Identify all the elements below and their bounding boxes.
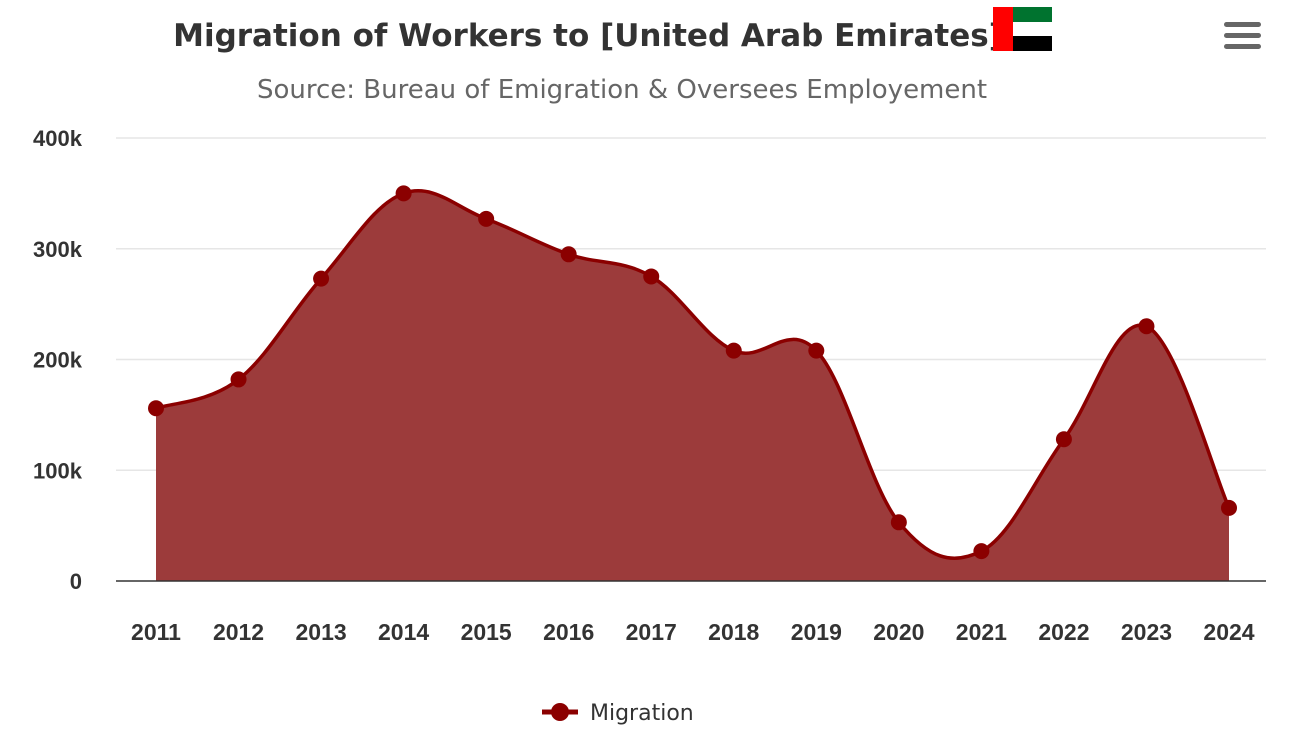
legend-label: Migration	[590, 701, 694, 726]
data-point[interactable]	[1055, 431, 1072, 448]
x-tick-label: 2016	[543, 619, 594, 645]
uae-flag-icon	[993, 7, 1052, 51]
data-point[interactable]	[808, 342, 825, 359]
x-tick-label: 2021	[956, 619, 1007, 645]
legend-item-migration[interactable]: Migration	[542, 701, 694, 726]
y-tick-label: 200k	[33, 348, 83, 373]
y-tick-label: 0	[70, 569, 82, 594]
data-point[interactable]	[478, 210, 495, 227]
x-tick-label: 2020	[873, 619, 924, 645]
x-tick-label: 2018	[708, 619, 759, 645]
data-point[interactable]	[890, 514, 907, 531]
data-point[interactable]	[643, 268, 660, 285]
y-tick-label: 400k	[33, 126, 83, 151]
data-point[interactable]	[148, 400, 164, 417]
data-point[interactable]	[560, 246, 577, 263]
x-tick-label: 2024	[1203, 619, 1254, 645]
data-point[interactable]	[230, 371, 247, 388]
legend-symbol-marker	[551, 703, 569, 721]
x-tick-label: 2013	[295, 619, 346, 645]
y-tick-label: 100k	[33, 458, 83, 483]
data-point[interactable]	[973, 543, 990, 560]
y-axis-tick-labels: 0 100k 200k 300k 400k	[33, 126, 83, 594]
x-tick-label: 2022	[1038, 619, 1089, 645]
x-tick-label: 2023	[1121, 619, 1172, 645]
x-tick-label: 2015	[461, 619, 512, 645]
x-tick-label: 2014	[378, 619, 429, 645]
data-point[interactable]	[725, 342, 742, 359]
x-tick-label: 2012	[213, 619, 264, 645]
hamburger-menu-icon[interactable]	[1222, 18, 1262, 49]
x-tick-label: 2019	[791, 619, 842, 645]
data-point[interactable]	[1138, 318, 1155, 335]
data-point[interactable]	[1221, 499, 1237, 516]
y-tick-label: 300k	[33, 237, 83, 262]
data-points	[148, 185, 1237, 560]
chart-subtitle: Source: Bureau of Emigration & Oversees …	[257, 75, 987, 105]
chart-title: Migration of Workers to [United Arab Emi…	[173, 18, 1003, 54]
series-area	[156, 190, 1229, 581]
data-point[interactable]	[395, 185, 412, 202]
x-tick-label: 2017	[626, 619, 677, 645]
data-point[interactable]	[313, 270, 330, 287]
x-tick-label: 2011	[131, 619, 181, 645]
x-axis-tick-labels: 2011 2012 2013 2014 2015 2016 2017 2018 2019 2020…	[131, 619, 1255, 645]
